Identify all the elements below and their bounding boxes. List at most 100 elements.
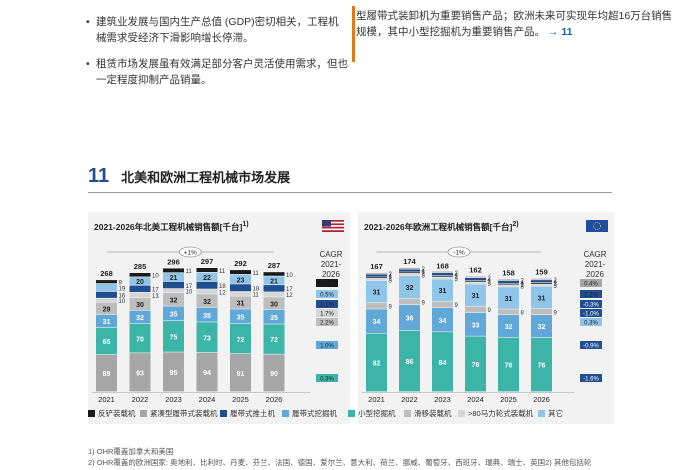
segment-label: 32 bbox=[538, 324, 546, 331]
bar-segment bbox=[96, 291, 117, 298]
segment-label: 2 bbox=[488, 280, 492, 286]
chart-title: 2021-2026年北美工程机械销售额[千台]1) bbox=[94, 220, 249, 233]
growth-label: -1% bbox=[453, 250, 465, 257]
segment-label: 93 bbox=[136, 370, 144, 377]
bar-segment bbox=[366, 272, 387, 274]
segment-label: 9 bbox=[119, 280, 123, 286]
bar-segment bbox=[465, 282, 486, 284]
bar-segment bbox=[432, 275, 453, 277]
segment-label: 34 bbox=[439, 318, 447, 325]
bar-segment bbox=[399, 268, 420, 269]
cagr-value: 1.1% bbox=[320, 303, 334, 309]
total-label: 162 bbox=[469, 266, 482, 275]
bar-segment bbox=[163, 273, 184, 282]
segment-label: 2 bbox=[389, 272, 393, 278]
bar-segment bbox=[465, 306, 486, 313]
bar-segment bbox=[465, 312, 486, 336]
segment-label: 3 bbox=[389, 278, 393, 284]
legend-swatch bbox=[282, 410, 289, 417]
segment-label: 70 bbox=[136, 336, 144, 343]
segment-label: 3 bbox=[521, 285, 525, 291]
bar-segment bbox=[96, 283, 117, 292]
segment-label: 2 bbox=[521, 279, 525, 285]
bar-segment bbox=[163, 306, 184, 321]
legend-label: 紧凑型履带式装载机 bbox=[150, 409, 218, 418]
segment-label: 4 bbox=[422, 269, 426, 275]
segment-label: 73 bbox=[203, 335, 211, 342]
bar-segment bbox=[399, 305, 420, 331]
bar-segment bbox=[196, 322, 218, 353]
segment-label: 2 bbox=[422, 271, 426, 277]
segment-label: 19 bbox=[119, 286, 126, 292]
segment-label: 2 bbox=[521, 283, 525, 289]
segment-label: 36 bbox=[406, 316, 414, 323]
bar-segment bbox=[129, 292, 151, 298]
bar-segment bbox=[531, 286, 552, 309]
segment-label: 72 bbox=[270, 337, 278, 344]
segment-label: 2 bbox=[422, 267, 426, 273]
bar-segment bbox=[263, 272, 285, 276]
footnote-1: 1) OHR覆盖加拿大和美国 bbox=[88, 447, 174, 456]
bar-segment bbox=[263, 276, 285, 285]
segment-label: 89 bbox=[103, 371, 111, 378]
section-heading: 11 北美和欧洲工程机械市场发展 bbox=[88, 165, 290, 188]
legend-swatch bbox=[220, 410, 227, 417]
segment-label: 3 bbox=[554, 284, 558, 290]
legend-label: 反铲装载机 bbox=[98, 409, 136, 418]
chart-title-footnote: 1) bbox=[242, 220, 249, 228]
cagr-value: 0.3% bbox=[584, 321, 598, 327]
total-label: 285 bbox=[134, 262, 147, 271]
total-label: 296 bbox=[167, 257, 180, 266]
bar-segment bbox=[163, 281, 184, 289]
legend-swatch bbox=[404, 410, 411, 417]
legend-label: >80马力轮式装载机 bbox=[468, 409, 534, 418]
cagr-box bbox=[316, 341, 338, 349]
bar-segment bbox=[230, 270, 251, 275]
bar-segment bbox=[366, 333, 387, 392]
segment-label: 11 bbox=[186, 269, 193, 275]
figure-reference-link[interactable]: → 11 bbox=[547, 26, 573, 38]
cagr-value: 0.5% bbox=[320, 293, 334, 299]
bar-segment bbox=[399, 269, 420, 272]
bar-segment bbox=[230, 354, 251, 392]
bar-segment bbox=[129, 323, 151, 353]
cagr-value: 1.0% bbox=[320, 344, 334, 350]
right-paragraph-text: 型履带式装卸机为重要销售产品；欧洲未来可实现年均超16万台销售规模，其中小型挖掘… bbox=[356, 10, 673, 38]
segment-label: 11 bbox=[253, 293, 260, 299]
segment-label: 76 bbox=[505, 363, 513, 370]
bar-segment bbox=[432, 271, 453, 273]
bar-segment bbox=[129, 273, 151, 277]
bar-segment bbox=[498, 309, 519, 315]
segment-label: 13 bbox=[152, 294, 159, 300]
bar-segment bbox=[366, 309, 387, 333]
section-title: 北美和欧洲工程机械市场发展 bbox=[121, 170, 291, 185]
bar-segment bbox=[399, 298, 420, 305]
bar-segment bbox=[498, 280, 519, 284]
bar-segment bbox=[498, 287, 519, 309]
segment-label: 20 bbox=[136, 279, 144, 286]
bar-segment bbox=[498, 315, 519, 338]
cagr-box bbox=[316, 309, 338, 317]
cagr-box bbox=[580, 341, 602, 349]
segment-label: 4 bbox=[455, 273, 459, 279]
bar-segment bbox=[230, 274, 251, 284]
chart-title-text: 2021-2026年欧洲工程机械销售额[千台] bbox=[364, 221, 513, 232]
cagr-value: 1.7% bbox=[320, 312, 334, 318]
legend-label: 其它 bbox=[548, 409, 563, 418]
bullet-1: 建筑业发展与国内生产总值 (GDP)密切相关，工程机械需求受经济下滑影响增长停滞… bbox=[86, 14, 348, 46]
segment-label: 32 bbox=[170, 298, 178, 305]
cagr-box bbox=[316, 318, 338, 326]
segment-label: 21 bbox=[270, 279, 278, 286]
chart-panel-europe: 2021-2026年欧洲工程机械销售额[千台]2) CAGR 2021-2026… bbox=[358, 212, 614, 424]
legend-label: 履带式挖掘机 bbox=[292, 409, 337, 418]
bar-segment bbox=[230, 291, 251, 296]
bar-segment bbox=[498, 279, 519, 281]
bar-segment bbox=[531, 308, 552, 315]
segment-label: 10 bbox=[186, 289, 193, 295]
segment-label: 32 bbox=[136, 315, 144, 322]
bar-segment bbox=[465, 336, 486, 392]
segment-label: 4 bbox=[521, 281, 525, 287]
bar-segment bbox=[96, 298, 117, 303]
x-tick-label: 2026 bbox=[533, 395, 550, 404]
segment-label: 31 bbox=[237, 301, 245, 308]
